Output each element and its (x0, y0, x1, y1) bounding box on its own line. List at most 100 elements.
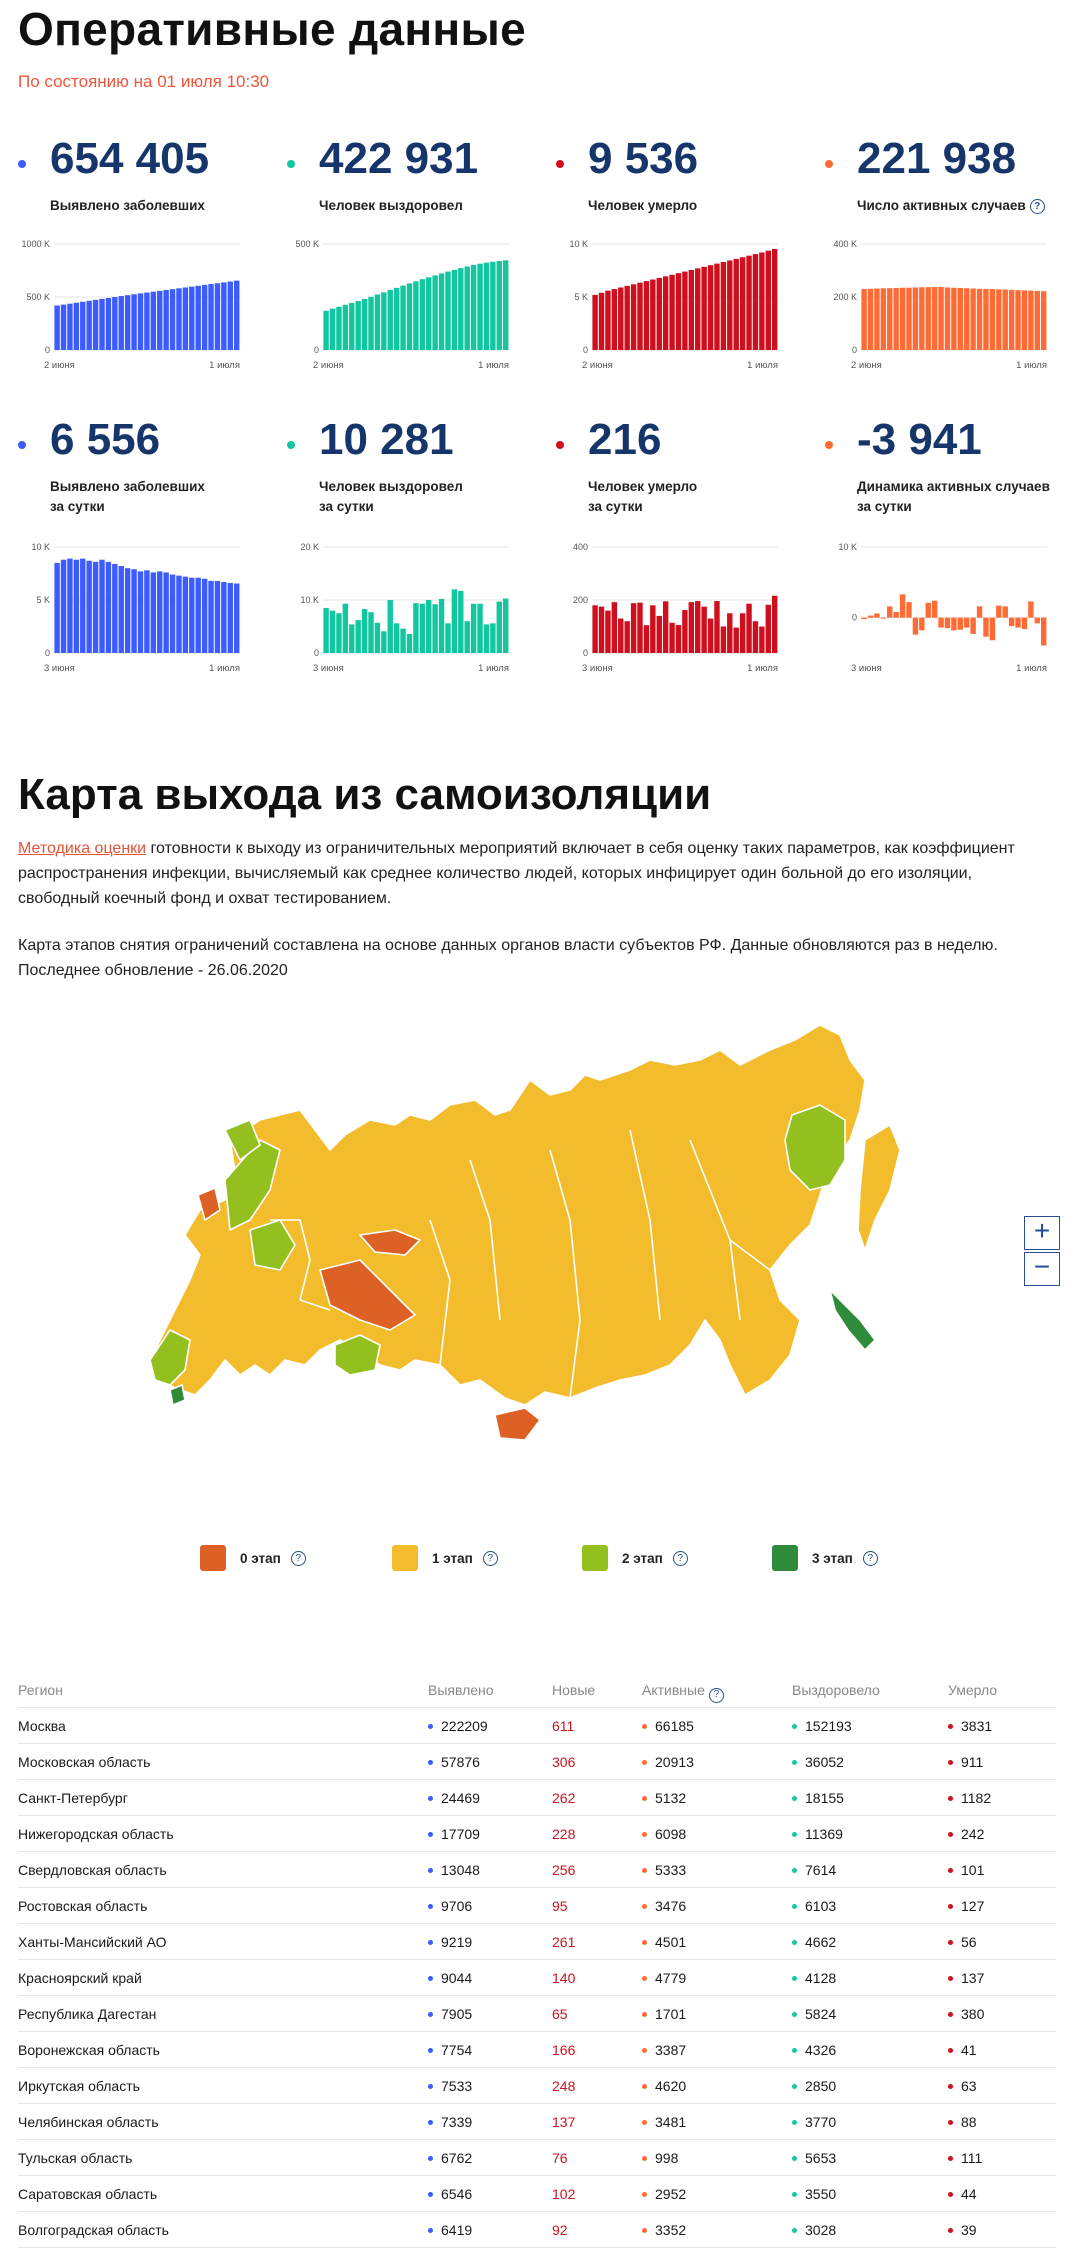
deaths-value: 127 (948, 1898, 984, 1914)
chart-bar (426, 600, 432, 653)
chart-bar (137, 571, 144, 653)
col-recovered[interactable]: Выздоровело (792, 1682, 880, 1698)
chart-bar (964, 617, 970, 628)
help-icon[interactable]: ? (708, 1688, 724, 1703)
map-region-stage1[interactable] (149, 1024, 866, 1406)
help-icon[interactable]: ? (862, 1550, 878, 1566)
region-name: Свердловская область (18, 1862, 167, 1878)
active-value: 4779 (642, 1970, 686, 1986)
cases-value: 9219 (428, 1934, 472, 1950)
map-region-stage2-karelia[interactable] (224, 1119, 261, 1161)
chart-bar (124, 568, 131, 653)
stat-label-line1: Выявлено заболевших (50, 198, 205, 213)
chart-bar (374, 622, 381, 653)
map-region-stage3-south[interactable] (169, 1384, 186, 1406)
table-row[interactable]: Ханты-Мансийский АО 9219 261 4501 4662 56 (18, 1924, 1056, 1960)
map-info-paragraph: Карта этапов снятия ограничений составле… (18, 933, 1058, 983)
table-row[interactable]: Санкт-Петербург 24469 262 5132 18155 1182 (18, 1780, 1056, 1816)
help-icon[interactable]: ? (1029, 199, 1045, 214)
chart-bar (490, 623, 496, 653)
table-row[interactable]: Республика Дагестан 7905 65 1701 5824 380 (18, 1996, 1056, 2032)
table-row[interactable]: Тульская область 6762 76 998 5653 111 (18, 2140, 1056, 2176)
map-region-stage2-nw[interactable] (224, 1139, 281, 1231)
table-row[interactable]: Красноярский край 9044 140 4779 4128 137 (18, 1960, 1056, 1996)
stat-label-line1: Человек выздоровел (319, 198, 463, 213)
table-row[interactable]: Воронежская область 7754 166 3387 4326 41 (18, 2032, 1056, 2068)
chart-bar (912, 617, 919, 635)
stat-dot (556, 160, 564, 168)
chart-bar (938, 286, 944, 350)
stat-label: Динамика активных случаев за сутки (857, 477, 1050, 517)
new-value: 248 (552, 2078, 576, 2094)
active-value: 3476 (642, 1898, 686, 1914)
cases-value: 57876 (428, 1754, 480, 1770)
map-region-stage0-yamal[interactable] (359, 1229, 421, 1256)
chart-bar (893, 612, 899, 618)
y-tick-label: 500 K (295, 239, 319, 249)
table-row[interactable]: Саратовская область 6546 102 2952 3550 44 (18, 2176, 1056, 2212)
map-region-stage0-khmao[interactable] (319, 1259, 416, 1331)
zoom-out-button[interactable]: − (1024, 1252, 1060, 1286)
col-new[interactable]: Новые (552, 1682, 596, 1698)
cases-value: 24469 (428, 1790, 480, 1806)
chart-bar (771, 595, 778, 653)
x-tick-label: 1 июля (1016, 663, 1047, 674)
new-value: 95 (552, 1898, 568, 1914)
russia-stage-map[interactable] (130, 1020, 950, 1500)
chart-bar (899, 287, 906, 350)
cases-value: 7339 (428, 2114, 472, 2130)
chart-bar (496, 601, 502, 653)
chart-bar (1028, 290, 1034, 350)
table-row[interactable]: Ростовская область 9706 95 3476 6103 127 (18, 1888, 1056, 1924)
help-icon[interactable]: ? (672, 1550, 688, 1566)
table-row[interactable]: Москва 222209 611 66185 152193 3831 (18, 1708, 1056, 1744)
chart-bar (893, 287, 899, 350)
chart-bar (669, 274, 675, 350)
stat-block: 6 556 Выявлено заболевших за сутки 10 K 5 K 0… (18, 415, 268, 675)
new-value: 140 (552, 1970, 576, 1986)
cases-value: 13048 (428, 1862, 480, 1878)
chart-bar (54, 305, 60, 350)
chart-bar (189, 577, 195, 653)
chart-bar (759, 252, 765, 350)
chart-bar (131, 294, 137, 350)
chart-bar (169, 574, 176, 653)
chart-bar (445, 271, 451, 350)
col-deaths[interactable]: Умерло (948, 1682, 998, 1698)
table-row[interactable]: Московская область 57876 306 20913 36052 911 (18, 1744, 1056, 1780)
stat-dot (825, 160, 833, 168)
chart-bar (720, 626, 727, 653)
chart-bar (611, 289, 618, 350)
region-name: Иркутская область (18, 2078, 140, 2094)
map-region-stage3-sakhalin[interactable] (829, 1289, 876, 1351)
chart-bar (695, 268, 701, 350)
table-row[interactable]: Нижегородская область 17709 228 6098 11369 24… (18, 1816, 1056, 1852)
col-region[interactable]: Регион (18, 1682, 63, 1698)
help-icon[interactable]: ? (482, 1550, 498, 1566)
region-name: Республика Дагестан (18, 2006, 157, 2022)
table-row[interactable]: Челябинская область 7339 137 3481 3770 88 (18, 2104, 1056, 2140)
chart-bar (60, 559, 67, 653)
chart-bar (611, 602, 618, 653)
map-region-kamchatka[interactable] (857, 1124, 901, 1251)
table-row[interactable]: Волгоградская область 6419 92 3352 3028 39 (18, 2212, 1056, 2248)
table-row[interactable]: Иркутская область 7533 248 4620 2850 63 (18, 2068, 1056, 2104)
help-icon[interactable]: ? (290, 1550, 306, 1566)
map-region-stage2-south[interactable] (149, 1329, 191, 1386)
col-cases[interactable]: Выявлено (428, 1682, 494, 1698)
zoom-in-button[interactable]: + (1024, 1216, 1060, 1250)
chart-bar (451, 589, 458, 653)
chart-bar (899, 594, 906, 618)
chart-bar (80, 558, 86, 653)
new-value: 76 (552, 2150, 568, 2166)
table-row[interactable]: Свердловская область 13048 256 5333 7614 101 (18, 1852, 1056, 1888)
map-region-stage2-center[interactable] (249, 1219, 296, 1271)
map-region-stage0-tuva[interactable] (494, 1407, 541, 1441)
map-region-stage0-murmansk[interactable] (197, 1187, 221, 1221)
col-active[interactable]: Активные? (642, 1682, 724, 1703)
map-region-stage2-chukotka[interactable] (784, 1104, 846, 1191)
x-tick-label: 1 июля (209, 663, 240, 674)
active-value: 3387 (642, 2042, 686, 2058)
methodology-link[interactable]: Методика оценки (18, 840, 147, 857)
map-region-stage2-ural[interactable] (334, 1334, 381, 1376)
